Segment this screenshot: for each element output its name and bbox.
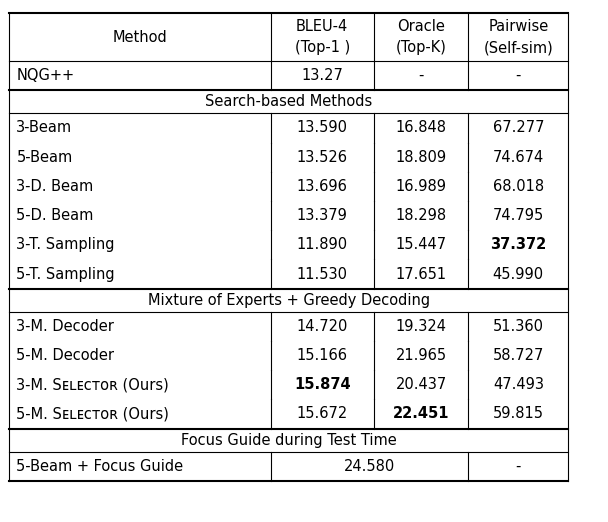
Text: 59.815: 59.815 bbox=[493, 407, 544, 421]
Text: 18.809: 18.809 bbox=[395, 150, 447, 164]
Text: (Self-sim): (Self-sim) bbox=[483, 40, 553, 55]
Text: 3-D. Beam: 3-D. Beam bbox=[16, 179, 94, 194]
Text: 13.696: 13.696 bbox=[297, 179, 348, 194]
Text: -: - bbox=[516, 68, 521, 83]
Text: 21.965: 21.965 bbox=[395, 348, 447, 363]
Text: 24.580: 24.580 bbox=[344, 459, 395, 473]
Text: 5-Beam + Focus Guide: 5-Beam + Focus Guide bbox=[16, 459, 184, 473]
Text: (Top-1 ): (Top-1 ) bbox=[295, 40, 350, 55]
Text: 15.166: 15.166 bbox=[297, 348, 348, 363]
Text: 11.890: 11.890 bbox=[297, 238, 348, 252]
Text: Mixture of Experts + Greedy Decoding: Mixture of Experts + Greedy Decoding bbox=[148, 293, 430, 307]
Text: NQG++: NQG++ bbox=[16, 68, 75, 83]
Text: 3-T. Sampling: 3-T. Sampling bbox=[16, 238, 115, 252]
Text: 68.018: 68.018 bbox=[492, 179, 544, 194]
Text: 22.451: 22.451 bbox=[393, 407, 449, 421]
Text: 14.720: 14.720 bbox=[297, 319, 348, 334]
Text: 67.277: 67.277 bbox=[492, 121, 544, 135]
Text: 19.324: 19.324 bbox=[396, 319, 446, 334]
Text: 16.989: 16.989 bbox=[396, 179, 446, 194]
Text: 18.298: 18.298 bbox=[395, 208, 447, 223]
Text: 15.874: 15.874 bbox=[294, 377, 351, 392]
Text: 13.379: 13.379 bbox=[297, 208, 348, 223]
Text: 58.727: 58.727 bbox=[492, 348, 544, 363]
Text: 74.674: 74.674 bbox=[492, 150, 544, 164]
Text: Focus Guide during Test Time: Focus Guide during Test Time bbox=[181, 433, 396, 447]
Text: 15.447: 15.447 bbox=[395, 238, 447, 252]
Text: Pairwise: Pairwise bbox=[488, 19, 548, 34]
Text: 3-Beam: 3-Beam bbox=[16, 121, 72, 135]
Text: 16.848: 16.848 bbox=[396, 121, 446, 135]
Text: 5-T. Sampling: 5-T. Sampling bbox=[16, 267, 115, 281]
Text: 13.526: 13.526 bbox=[297, 150, 348, 164]
Text: 45.990: 45.990 bbox=[492, 267, 544, 281]
Text: 3-M. Decoder: 3-M. Decoder bbox=[16, 319, 114, 334]
Text: 15.672: 15.672 bbox=[297, 407, 348, 421]
Text: BLEU-4: BLEU-4 bbox=[296, 19, 348, 34]
Text: 51.360: 51.360 bbox=[493, 319, 544, 334]
Text: Method: Method bbox=[112, 30, 167, 44]
Text: 5-D. Beam: 5-D. Beam bbox=[16, 208, 94, 223]
Text: 5-Beam: 5-Beam bbox=[16, 150, 73, 164]
Text: 74.795: 74.795 bbox=[492, 208, 544, 223]
Text: 11.530: 11.530 bbox=[297, 267, 348, 281]
Text: 3-M. Sᴇʟᴇᴄᴛᴏʀ (Ours): 3-M. Sᴇʟᴇᴄᴛᴏʀ (Ours) bbox=[16, 377, 169, 392]
Text: Search-based Methods: Search-based Methods bbox=[205, 94, 373, 109]
Text: -: - bbox=[516, 459, 521, 473]
Text: Oracle: Oracle bbox=[397, 19, 445, 34]
Text: 5-M. Sᴇʟᴇᴄᴛᴏʀ (Ours): 5-M. Sᴇʟᴇᴄᴛᴏʀ (Ours) bbox=[16, 407, 169, 421]
Text: 13.27: 13.27 bbox=[302, 68, 343, 83]
Text: 5-M. Decoder: 5-M. Decoder bbox=[16, 348, 114, 363]
Text: 17.651: 17.651 bbox=[395, 267, 447, 281]
Text: (Top-K): (Top-K) bbox=[396, 40, 446, 55]
Text: 13.590: 13.590 bbox=[297, 121, 348, 135]
Text: 47.493: 47.493 bbox=[493, 377, 544, 392]
Text: -: - bbox=[418, 68, 424, 83]
Text: 20.437: 20.437 bbox=[395, 377, 447, 392]
Text: 37.372: 37.372 bbox=[490, 238, 547, 252]
